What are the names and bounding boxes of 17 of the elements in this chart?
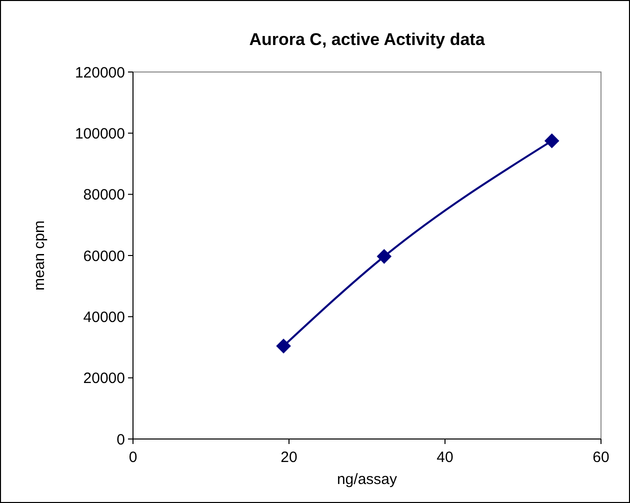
y-tick-label: 100000 [74,125,125,142]
point [544,133,560,148]
x-tick-label: 20 [280,449,298,466]
y-tick-label: 0 [116,431,125,448]
x-axis-title: ng/assay [336,471,398,488]
y-tick-label: 40000 [83,308,125,326]
y-tick-label: 60000 [83,248,125,265]
x-tick-label: 40 [436,449,454,466]
x-tick-label: 60 [592,449,610,466]
x-tick-label: 0 [128,449,138,466]
y-axis-title: mean cpm [31,220,48,291]
y-tick-label: 80000 [83,186,125,204]
point [276,338,291,354]
chart-title: Aurora C, active Activity data [249,30,486,49]
point [376,249,392,264]
y-tick-label: 20000 [83,370,125,388]
y-tick-label: 120000 [74,64,125,82]
